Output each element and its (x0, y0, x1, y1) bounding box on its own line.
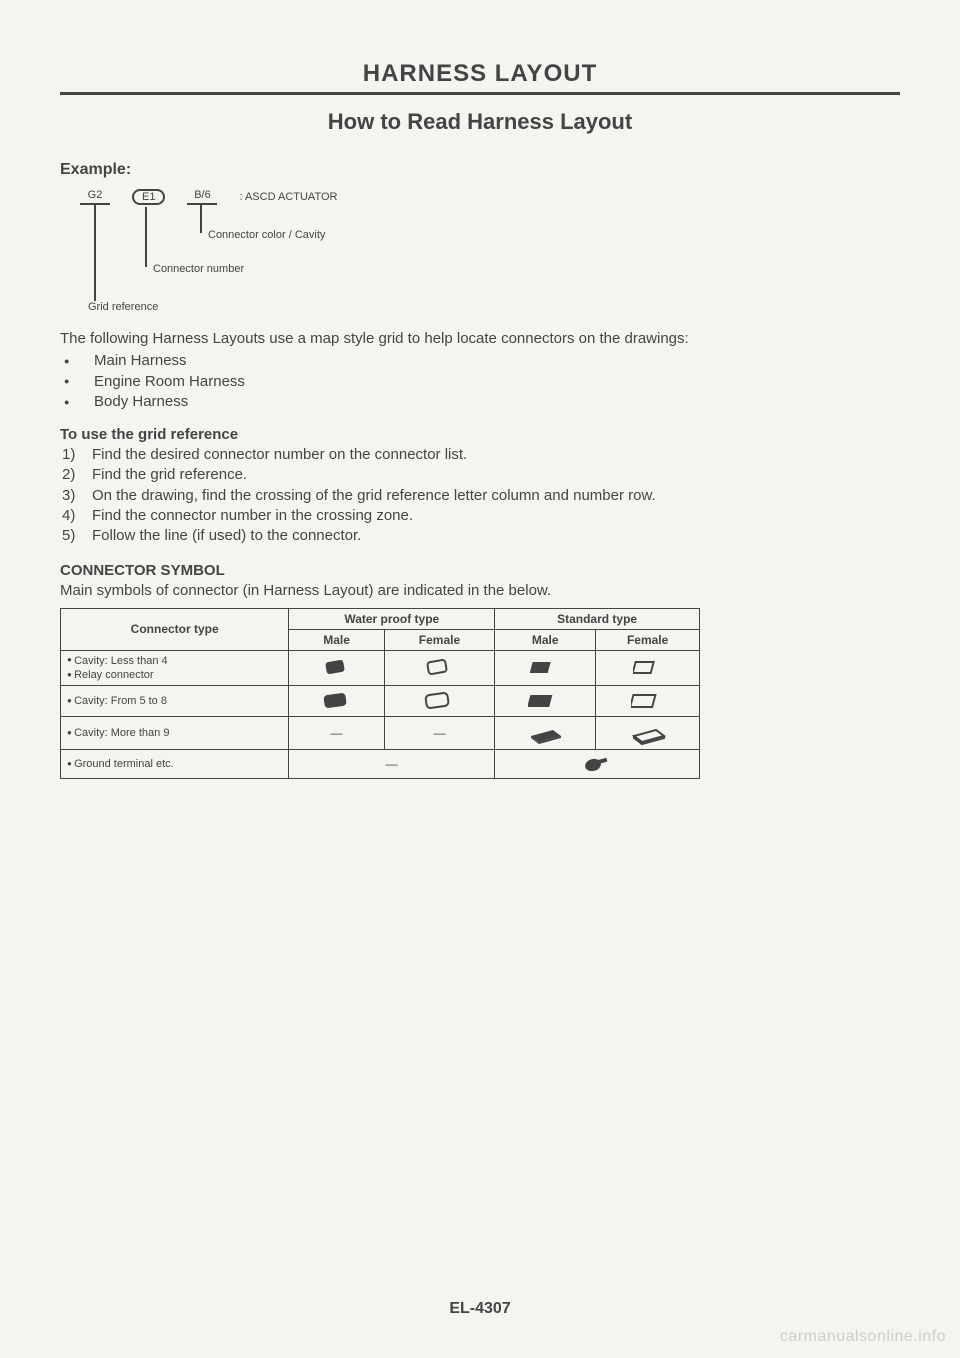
color-cavity-value: B/6 (187, 189, 217, 205)
list-item: Main Harness (60, 351, 900, 371)
td-icon (289, 686, 384, 717)
diagram-label-gridref: Grid reference (88, 301, 158, 313)
th-wp-female: Female (384, 629, 494, 650)
page-content: HARNESS LAYOUT How to Read Harness Layou… (0, 0, 960, 799)
list-item: On the drawing, find the crossing of the… (60, 486, 900, 506)
td-icon (495, 717, 596, 750)
th-waterproof: Water proof type (289, 608, 495, 629)
table-row: Connector type Water proof type Standard… (61, 608, 700, 629)
table-row: Ground terminal etc. — (61, 750, 700, 779)
table-row: Cavity: From 5 to 8 (61, 686, 700, 717)
harness-bullet-list: Main Harness Engine Room Harness Body Ha… (60, 351, 900, 412)
page-number: EL-4307 (0, 1300, 960, 1318)
steps-list: Find the desired connector number on the… (60, 445, 900, 546)
title-underline (60, 92, 900, 95)
table-row: Cavity: More than 9 — — (61, 717, 700, 750)
intro-paragraph: The following Harness Layouts use a map … (60, 329, 900, 349)
td-dash: — (384, 717, 494, 750)
td-icon (596, 650, 700, 686)
grid-ref-value: G2 (80, 189, 110, 205)
list-item: Engine Room Harness (60, 372, 900, 392)
connector-icon (320, 689, 354, 713)
td-row-label: Cavity: Less than 4 Relay connector (61, 650, 289, 686)
td-icon (495, 686, 596, 717)
connector-icon (424, 657, 454, 679)
td-icon (495, 750, 700, 779)
section-title: HARNESS LAYOUT (60, 60, 900, 88)
bullet-icon: Relay connector (67, 669, 154, 681)
connector-icon (322, 657, 352, 679)
example-diagram: G2 E1 B/6 : ASCD ACTUATOR Connector colo… (60, 189, 900, 319)
example-label: Example: (60, 161, 900, 179)
td-row-label: Cavity: More than 9 (61, 717, 289, 750)
list-item: Find the grid reference. (60, 465, 900, 485)
connector-icon (631, 689, 665, 713)
connector-icon (422, 689, 456, 713)
page-subtitle: How to Read Harness Layout (60, 109, 900, 135)
connector-symbol-table: Connector type Water proof type Standard… (60, 608, 700, 780)
bullet-icon: Cavity: Less than 4 (67, 655, 168, 667)
diagram-label-colorcav: Connector color / Cavity (208, 229, 325, 241)
ground-terminal-icon (580, 753, 614, 775)
td-icon (495, 650, 596, 686)
list-item: Find the desired connector number on the… (60, 445, 900, 465)
connector-icon (628, 720, 668, 746)
th-st-female: Female (596, 629, 700, 650)
leader-colorcav (200, 205, 202, 233)
td-icon (596, 717, 700, 750)
th-wp-male: Male (289, 629, 384, 650)
component-name: : ASCD ACTUATOR (239, 191, 337, 203)
watermark-text: carmanualsonline.info (780, 1328, 946, 1346)
list-item: Body Harness (60, 392, 900, 412)
th-connector-type: Connector type (61, 608, 289, 650)
th-st-male: Male (495, 629, 596, 650)
diagram-label-connnum: Connector number (153, 263, 244, 275)
bullet-icon: Ground terminal etc. (67, 758, 174, 770)
leader-gridref (94, 205, 96, 301)
table-row: Cavity: Less than 4 Relay connector (61, 650, 700, 686)
leader-connnum (145, 207, 147, 267)
connector-icon (530, 657, 560, 679)
td-icon (596, 686, 700, 717)
connector-icon (528, 689, 562, 713)
bullet-icon: Cavity: More than 9 (67, 727, 169, 739)
td-dash: — (289, 717, 384, 750)
connector-number-bubble: E1 (132, 189, 165, 205)
td-row-label: Ground terminal etc. (61, 750, 289, 779)
td-icon (289, 650, 384, 686)
list-item: Follow the line (if used) to the connect… (60, 526, 900, 546)
td-icon (384, 686, 494, 717)
td-dash: — (289, 750, 495, 779)
td-row-label: Cavity: From 5 to 8 (61, 686, 289, 717)
use-grid-title: To use the grid reference (60, 426, 900, 443)
diagram-top-row: G2 E1 B/6 : ASCD ACTUATOR (60, 189, 337, 205)
td-icon (384, 650, 494, 686)
connector-symbol-heading: CONNECTOR SYMBOL (60, 562, 900, 579)
connector-icon (633, 657, 663, 679)
connector-icon (525, 720, 565, 746)
th-standard: Standard type (495, 608, 700, 629)
bullet-icon: Cavity: From 5 to 8 (67, 695, 167, 707)
list-item: Find the connector number in the crossin… (60, 506, 900, 526)
connector-symbol-para: Main symbols of connector (in Harness La… (60, 581, 900, 601)
